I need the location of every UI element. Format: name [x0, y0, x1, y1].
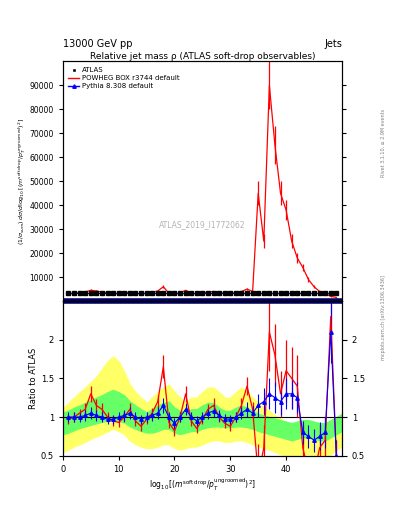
Text: Rivet 3.1.10, ≥ 2.9M events: Rivet 3.1.10, ≥ 2.9M events: [381, 109, 386, 178]
Text: Jets: Jets: [324, 38, 342, 49]
Y-axis label: $(1/\sigma_{sum})\,d\sigma/d\log_{10}[(m^{\mathrm{soft\,drop}}/p_T^{\mathrm{ungr: $(1/\sigma_{sum})\,d\sigma/d\log_{10}[(m…: [17, 118, 28, 245]
Title: Relative jet mass ρ (ATLAS soft-drop observables): Relative jet mass ρ (ATLAS soft-drop obs…: [90, 52, 315, 60]
Text: ATLAS_2019_I1772062: ATLAS_2019_I1772062: [159, 220, 246, 229]
X-axis label: $\log_{10}[(m^{\mathrm{soft\,drop}}/p_T^{\mathrm{ungroomed}})^2]$: $\log_{10}[(m^{\mathrm{soft\,drop}}/p_T^…: [149, 477, 256, 493]
Text: 13000 GeV pp: 13000 GeV pp: [63, 38, 132, 49]
Text: mcplots.cern.ch [arXiv:1306.3436]: mcplots.cern.ch [arXiv:1306.3436]: [381, 275, 386, 360]
Y-axis label: Ratio to ATLAS: Ratio to ATLAS: [29, 348, 38, 409]
Legend: ATLAS, POWHEG BOX r3744 default, Pythia 8.308 default: ATLAS, POWHEG BOX r3744 default, Pythia …: [66, 65, 181, 91]
